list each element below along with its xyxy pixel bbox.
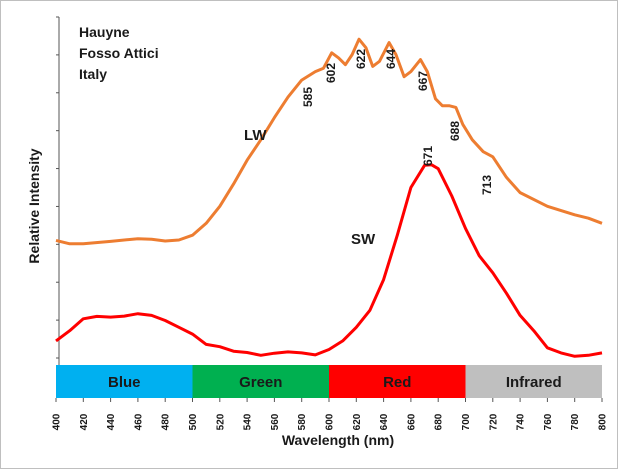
x-tick-label: 520 — [215, 413, 226, 430]
x-tick-label: 600 — [325, 413, 336, 430]
peak-label-667: 667 — [416, 71, 430, 91]
x-tick-label: 740 — [516, 413, 527, 430]
x-tick-label: 440 — [106, 413, 117, 430]
x-tick-label: 400 — [52, 413, 63, 430]
band-label-green: Green — [239, 374, 282, 391]
band-label-blue: Blue — [108, 374, 141, 391]
y-axis-title: Relative Intensity — [26, 148, 42, 263]
x-tick-label: 700 — [461, 413, 472, 430]
peak-label-644: 644 — [384, 49, 398, 69]
series-label-sw: SW — [351, 231, 376, 248]
band-blue — [56, 365, 193, 398]
x-tick-label: 660 — [406, 413, 417, 430]
peak-label-688: 688 — [448, 121, 462, 141]
sample-name-line-1: Hauyne — [79, 24, 130, 40]
y-axis-ticks — [56, 16, 59, 359]
sample-name-line-3: Italy — [79, 66, 107, 82]
peak-label-671: 671 — [421, 146, 435, 166]
x-tick-label: 500 — [188, 413, 199, 430]
x-tick-label: 760 — [543, 413, 554, 430]
x-tick-label: 620 — [352, 413, 363, 430]
x-axis-title: Wavelength (nm) — [282, 432, 394, 448]
band-infrared — [465, 365, 602, 398]
x-tick-label: 460 — [133, 413, 144, 430]
x-tick-label: 640 — [379, 413, 390, 430]
x-tick-label: 720 — [488, 413, 499, 430]
series-line-sw — [55, 163, 603, 358]
band-red — [329, 365, 466, 398]
x-tick-label: 800 — [598, 413, 609, 430]
x-axis-ticks: 400 420 440 460 480 500 520 540 560 580 600 620 640 6… — [52, 398, 609, 430]
series-label-lw: LW — [244, 127, 267, 144]
x-tick-label: 680 — [434, 413, 445, 430]
peak-label-713: 713 — [480, 175, 494, 195]
x-tick-label: 540 — [243, 413, 254, 430]
spectral-band-bar: Blue Green Red Infrared — [56, 365, 602, 398]
x-tick-label: 480 — [161, 413, 172, 430]
band-green — [192, 365, 329, 398]
sample-name-line-2: Fosso Attici — [79, 45, 159, 61]
series-line-lw — [55, 37, 603, 246]
band-label-infrared: Infrared — [506, 374, 562, 391]
x-tick-label: 580 — [297, 413, 308, 430]
x-tick-label: 780 — [570, 413, 581, 430]
peak-label-602: 602 — [324, 63, 338, 83]
band-label-red: Red — [383, 374, 411, 391]
x-tick-label: 420 — [79, 413, 90, 430]
peak-label-585: 585 — [301, 87, 315, 107]
x-tick-label: 560 — [270, 413, 281, 430]
peak-label-622: 622 — [354, 49, 368, 69]
